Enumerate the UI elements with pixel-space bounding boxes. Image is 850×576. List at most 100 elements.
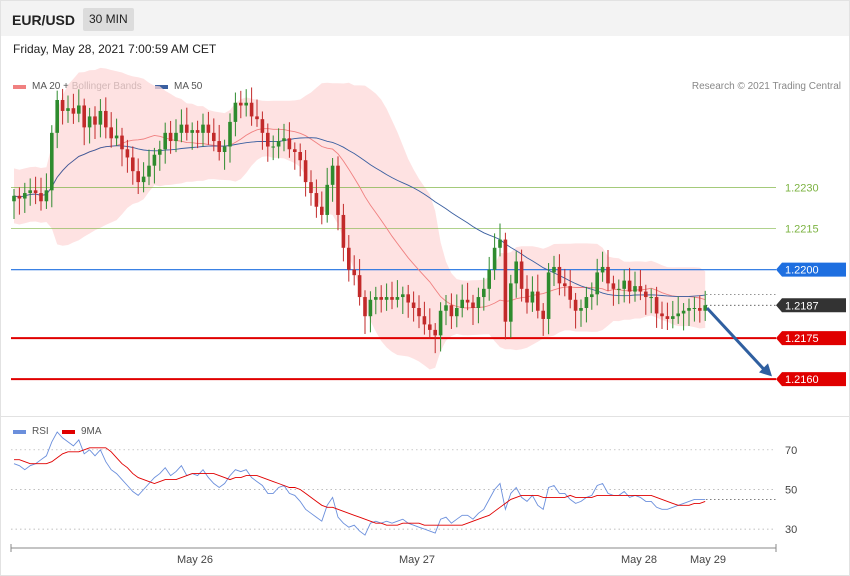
candle-body [33, 190, 38, 194]
candle [563, 268, 567, 297]
candle [503, 232, 508, 340]
candle-body [330, 165, 335, 185]
legend-ma50: MA 50 [155, 81, 202, 92]
legend-9ma-label: 9MA [81, 426, 102, 437]
candle-body [28, 190, 32, 194]
candle [66, 95, 70, 123]
candle [287, 122, 292, 158]
candle-body [293, 149, 297, 152]
candle-body [141, 176, 146, 183]
candle [114, 118, 119, 146]
candle [476, 287, 481, 324]
candle-body [255, 116, 259, 120]
legend-9ma: 9MA [62, 426, 102, 437]
candle-body [422, 316, 427, 325]
level-badge-5 [776, 372, 846, 387]
candle [536, 274, 540, 319]
candle-body [692, 308, 697, 309]
candle-body [357, 275, 362, 298]
candle-body [185, 124, 189, 133]
candle [174, 119, 178, 153]
candle-body [638, 286, 643, 292]
candle-body [266, 132, 270, 147]
candle-body [406, 294, 410, 303]
candle [158, 140, 162, 171]
candle [368, 291, 373, 333]
candle [703, 290, 707, 321]
candle-body [347, 247, 351, 270]
timeframe-button[interactable]: 30 MIN [83, 8, 134, 31]
candle [600, 251, 605, 282]
candle [255, 99, 259, 127]
candle-body [438, 310, 443, 336]
candle [266, 123, 270, 162]
candle [336, 156, 340, 231]
candle [87, 107, 92, 144]
legend-ma50-label: MA 50 [174, 81, 203, 92]
candle-body [39, 193, 43, 202]
candle-body [104, 110, 108, 128]
current-price-label: 1.2187 [785, 300, 819, 312]
candle-body [401, 294, 405, 298]
candle-body [514, 261, 518, 284]
candle-body [379, 297, 383, 300]
candle [579, 299, 583, 327]
candle [325, 167, 329, 223]
candle [60, 88, 65, 125]
candle [428, 308, 432, 339]
candle-body [260, 119, 265, 133]
candle [17, 187, 22, 215]
chart-datetime: Friday, May 28, 2021 7:00:59 AM CET [13, 42, 217, 56]
candle [260, 111, 265, 150]
candle [606, 250, 610, 292]
rsi-swatch [13, 429, 26, 434]
candle [309, 170, 313, 206]
legend-rsi-label: RSI [32, 426, 49, 437]
candle [557, 254, 562, 296]
candle [644, 284, 648, 315]
candle-body [536, 291, 540, 311]
candle [71, 93, 76, 124]
candle [546, 263, 551, 335]
candle [147, 149, 151, 186]
candle [77, 89, 81, 123]
candle [249, 87, 254, 126]
candle-body [201, 124, 205, 133]
candle [239, 90, 243, 119]
candle-body [12, 195, 16, 202]
candle-body [222, 146, 227, 152]
candle-body [152, 154, 157, 166]
candle [244, 89, 248, 117]
candle-body [77, 105, 81, 114]
candle [406, 284, 410, 318]
candle-body [703, 305, 707, 311]
candle [590, 282, 594, 310]
candle [109, 112, 113, 148]
candle-body [541, 310, 545, 319]
level-label-0: 1.2230 [785, 183, 819, 195]
candle [465, 282, 470, 311]
candle [487, 256, 491, 301]
candle-body [325, 184, 329, 215]
candle [519, 249, 524, 302]
candle [341, 203, 346, 262]
candle [195, 120, 200, 149]
candle-body [649, 297, 653, 299]
candle [509, 274, 513, 338]
candle-body [654, 297, 659, 314]
candle [444, 295, 448, 326]
candle [276, 128, 281, 159]
candle [141, 162, 146, 193]
candle [492, 233, 497, 280]
rsi-tick-70: 70 [785, 445, 797, 457]
candle-body [233, 102, 238, 122]
candle [514, 251, 518, 298]
candle [633, 271, 637, 302]
candle [433, 323, 437, 354]
candle [185, 107, 189, 141]
candle [617, 279, 621, 305]
9ma-swatch [62, 429, 75, 434]
candle [228, 113, 232, 163]
candle [347, 235, 351, 282]
